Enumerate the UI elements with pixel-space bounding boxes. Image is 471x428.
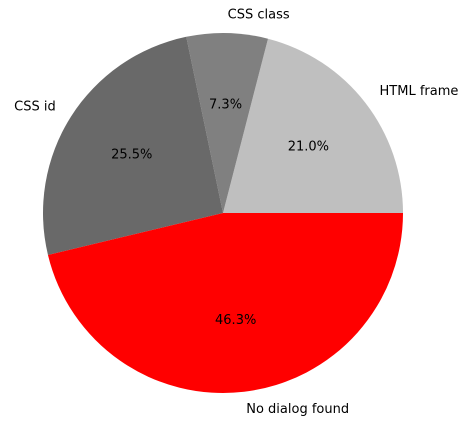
pie-slice-html-frame — [223, 38, 403, 213]
pie-percent-label: 7.3% — [209, 98, 242, 113]
pie-percent-label: 25.5% — [111, 148, 152, 163]
pie-percent-label: 21.0% — [288, 139, 329, 154]
pie-category-label: HTML frame — [380, 84, 459, 99]
pie-category-label: No dialog found — [246, 402, 349, 417]
pie-percent-label: 46.3% — [215, 313, 256, 328]
pie-category-label: CSS id — [14, 100, 56, 115]
pie-slices — [42, 32, 404, 394]
pie-slice-css-id — [42, 36, 223, 255]
pie-category-label: CSS class — [228, 8, 290, 23]
pie-labels: 21.0% HTML frame 7.3% CSS class 25.5% CSS id 4… — [14, 8, 458, 418]
pie-slice-css-class — [186, 32, 268, 213]
pie-slice-no-dialog-found — [47, 213, 404, 394]
